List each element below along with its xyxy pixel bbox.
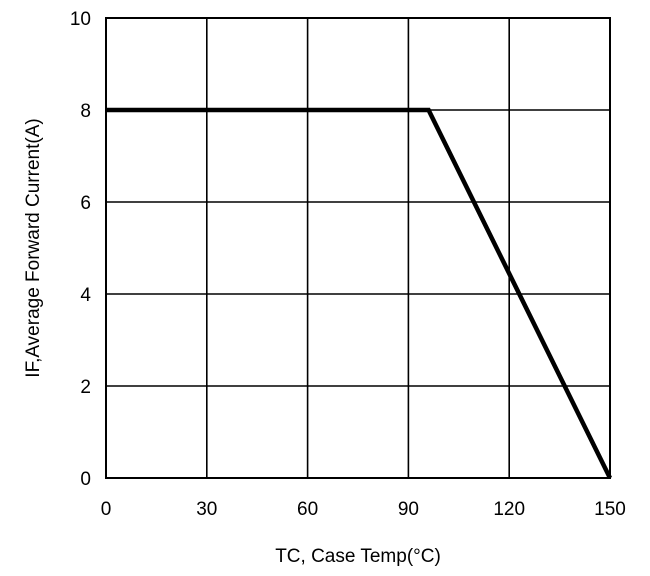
y-tick-label-2: 2 (80, 377, 91, 398)
x-tick-label-60: 60 (297, 499, 318, 520)
series-layer (106, 107, 613, 479)
y-tick-label-10: 10 (70, 9, 91, 30)
series-line-0 (106, 107, 613, 479)
y-tick-label-4: 4 (80, 285, 91, 306)
x-tick-label-0: 0 (101, 499, 112, 520)
y-tick-labels: 0 2 4 6 8 10 (70, 9, 92, 490)
x-tick-label-150: 150 (594, 499, 626, 520)
x-tick-labels: 0 30 60 90 120 150 (101, 499, 626, 520)
plot-frame (105, 17, 611, 479)
y-axis-label: IF,Average Forward Current(A) (23, 118, 44, 377)
y-tick-label-0: 0 (80, 469, 91, 490)
y-tick-label-6: 6 (80, 193, 91, 214)
x-tick-label-90: 90 (398, 499, 419, 520)
y-tick-label-8: 8 (80, 101, 91, 122)
x-tick-label-120: 120 (493, 499, 525, 520)
x-axis-label: TC, Case Temp(°C) (275, 546, 441, 567)
grid-lines (106, 18, 610, 478)
x-tick-label-30: 30 (196, 499, 217, 520)
